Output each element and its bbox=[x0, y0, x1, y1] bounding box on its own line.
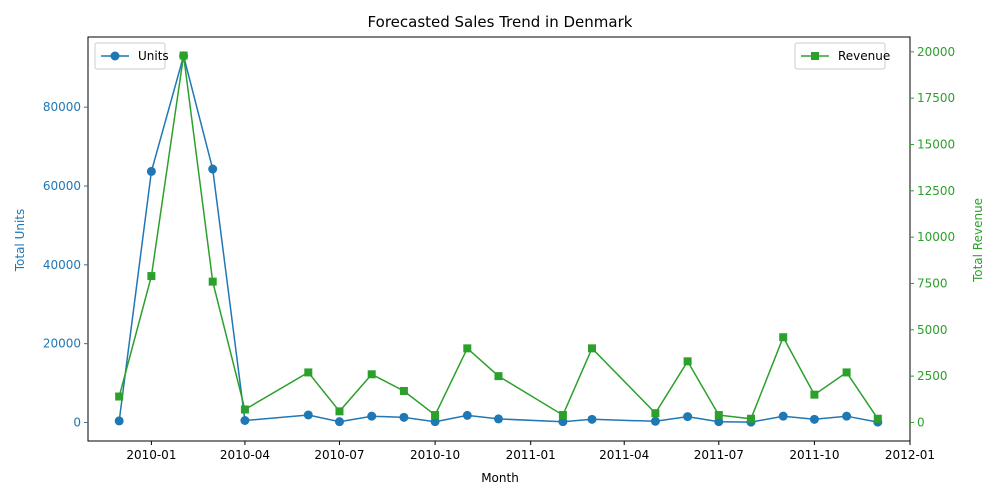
revenue-series-line bbox=[118, 55, 879, 420]
units-point bbox=[114, 416, 124, 426]
units-point bbox=[558, 417, 568, 427]
revenue-point bbox=[842, 368, 851, 377]
left-y-tick-label: 40000 bbox=[43, 258, 81, 272]
plot-frame bbox=[87, 36, 911, 442]
units-point bbox=[778, 411, 788, 421]
units-point bbox=[587, 414, 597, 424]
units-point bbox=[240, 416, 250, 426]
chart-title: Forecasted Sales Trend in Denmark bbox=[368, 13, 633, 31]
units-point bbox=[399, 412, 409, 422]
units-point bbox=[809, 414, 819, 424]
right-y-tick-label: 5000 bbox=[917, 323, 948, 337]
units-point bbox=[303, 410, 313, 420]
plot-area bbox=[87, 36, 911, 442]
units-point bbox=[493, 414, 503, 424]
units-point bbox=[714, 417, 724, 427]
x-axis-ticks: 2010-01 2010-04 2010-07 2010-10 2011-01 2011-… bbox=[126, 441, 935, 462]
left-y-tick-label: 80000 bbox=[43, 100, 81, 114]
right-y-tick-label: 7500 bbox=[917, 276, 948, 290]
x-tick-label: 2011-10 bbox=[789, 448, 839, 462]
left-y-axis-label: Total Units bbox=[13, 209, 27, 273]
x-tick-label: 2010-01 bbox=[126, 448, 176, 462]
units-point bbox=[334, 417, 344, 427]
right-y-tick-label: 20000 bbox=[917, 45, 955, 59]
revenue-point bbox=[779, 333, 788, 342]
x-tick-label: 2011-04 bbox=[599, 448, 649, 462]
units-point bbox=[683, 412, 693, 422]
x-tick-label: 2010-10 bbox=[410, 448, 460, 462]
right-y-tick-label: 15000 bbox=[917, 137, 955, 151]
revenue-point bbox=[873, 414, 882, 423]
legend-right: Revenue bbox=[794, 42, 890, 70]
revenue-point bbox=[494, 372, 503, 381]
x-tick-label: 2012-01 bbox=[885, 448, 935, 462]
units-point bbox=[367, 411, 377, 421]
x-tick-label: 2011-01 bbox=[506, 448, 556, 462]
revenue-point bbox=[335, 407, 344, 416]
revenue-point bbox=[714, 411, 723, 420]
left-y-tick-label: 20000 bbox=[43, 337, 81, 351]
legend-revenue-label: Revenue bbox=[838, 49, 890, 63]
series-layer bbox=[114, 51, 883, 427]
units-point bbox=[842, 411, 852, 421]
revenue-point bbox=[179, 51, 188, 60]
left-y-tick-label: 60000 bbox=[43, 179, 81, 193]
revenue-point bbox=[651, 409, 660, 418]
revenue-point bbox=[558, 411, 567, 420]
units-point bbox=[430, 417, 440, 427]
right-y-axis-ticks: 0 2500 5000 7500 10000 12500 15000 17500 20000 bbox=[910, 45, 955, 429]
revenue-point bbox=[431, 411, 440, 420]
units-point bbox=[146, 166, 156, 176]
x-tick-label: 2010-07 bbox=[314, 448, 364, 462]
revenue-point bbox=[810, 390, 819, 399]
units-point bbox=[650, 416, 660, 426]
x-tick-label: 2011-07 bbox=[694, 448, 744, 462]
revenue-point bbox=[588, 344, 597, 353]
legend-revenue-marker bbox=[811, 52, 819, 60]
left-y-tick-label: 0 bbox=[73, 415, 81, 429]
revenue-point bbox=[115, 392, 124, 401]
revenue-point bbox=[208, 277, 217, 286]
legend-units-marker bbox=[110, 51, 120, 61]
right-y-axis-label: Total Revenue bbox=[971, 198, 985, 283]
revenue-point bbox=[683, 357, 692, 366]
x-axis-label: Month bbox=[481, 471, 519, 485]
revenue-point bbox=[367, 370, 376, 379]
revenue-point bbox=[240, 405, 249, 414]
right-y-tick-label: 0 bbox=[917, 415, 925, 429]
right-y-tick-label: 10000 bbox=[917, 230, 955, 244]
right-y-tick-label: 2500 bbox=[917, 369, 948, 383]
x-tick-label: 2010-04 bbox=[220, 448, 270, 462]
revenue-point bbox=[463, 344, 472, 353]
revenue-point bbox=[147, 272, 156, 281]
revenue-point bbox=[399, 386, 408, 395]
left-y-axis-ticks: 0 20000 40000 60000 80000 bbox=[43, 100, 88, 429]
units-series-line bbox=[118, 53, 878, 423]
right-y-tick-label: 12500 bbox=[917, 184, 955, 198]
legend-units-label: Units bbox=[138, 49, 169, 63]
revenue-point bbox=[304, 368, 313, 377]
units-point bbox=[208, 164, 218, 174]
legend-left: Units bbox=[94, 42, 169, 70]
revenue-point bbox=[747, 414, 756, 423]
units-point bbox=[462, 410, 472, 420]
right-y-tick-label: 17500 bbox=[917, 91, 955, 105]
